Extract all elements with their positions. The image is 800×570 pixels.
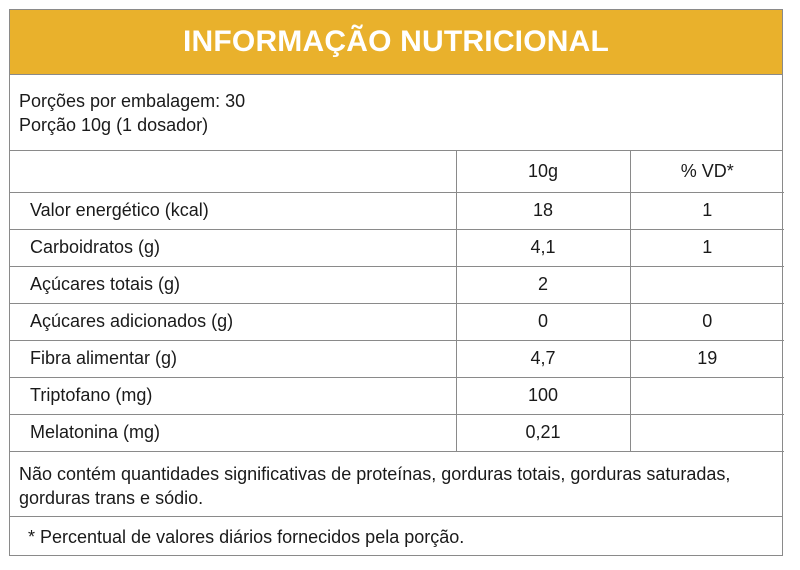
daily-value-footnote: * Percentual de valores diários fornecid… <box>28 526 465 547</box>
nutrient-name: Valor energético (kcal) <box>10 192 456 230</box>
nutrition-title: INFORMAÇÃO NUTRICIONAL <box>182 25 610 58</box>
nutrient-amount: 4,1 <box>455 229 630 267</box>
table-header-row: 10g % VD* <box>10 151 784 193</box>
nutrient-name: Melatonina (mg) <box>10 414 456 452</box>
table-row: Valor energético (kcal) 18 1 <box>10 192 784 230</box>
nutrient-name: Triptofano (mg) <box>10 377 456 415</box>
table-row: Açúcares totais (g) 2 <box>10 266 784 304</box>
nutrient-name: Fibra alimentar (g) <box>10 340 456 378</box>
column-header-daily-value: % VD* <box>629 151 784 193</box>
serving-info: Porções por embalagem: 30 Porção 10g (1 … <box>10 75 782 151</box>
nutrition-header: INFORMAÇÃO NUTRICIONAL <box>10 10 782 75</box>
servings-per-package: Porções por embalagem: 30 <box>19 91 246 111</box>
nutrition-table: 10g % VD* Valor energético (kcal) 18 1 C… <box>10 151 784 452</box>
nutrient-amount: 0,21 <box>455 414 630 452</box>
table-row: Carboidratos (g) 4,1 1 <box>10 229 784 267</box>
column-header-amount: 10g <box>455 151 630 193</box>
nutrition-facts-panel: INFORMAÇÃO NUTRICIONAL Porções por embal… <box>9 9 784 556</box>
nutrient-daily-value <box>629 414 784 452</box>
nutrient-daily-value: 19 <box>629 340 784 378</box>
nutrient-name: Açúcares totais (g) <box>10 266 456 304</box>
nutrient-amount: 2 <box>455 266 630 304</box>
nutrient-daily-value: 0 <box>629 303 784 341</box>
table-row: Fibra alimentar (g) 4,7 19 <box>10 340 784 378</box>
portion-size: Porção 10g (1 dosador) <box>19 115 209 135</box>
nutrient-amount: 100 <box>455 377 630 415</box>
column-header-nutrient <box>10 151 456 193</box>
nutrient-daily-value: 1 <box>629 229 784 267</box>
table-row: Melatonina (mg) 0,21 <box>10 414 784 452</box>
nutrient-name: Açúcares adicionados (g) <box>10 303 456 341</box>
nutrient-daily-value <box>629 266 784 304</box>
nutrient-amount: 4,7 <box>455 340 630 378</box>
nutrient-amount: 18 <box>455 192 630 230</box>
nutrient-amount: 0 <box>455 303 630 341</box>
nutrient-name: Carboidratos (g) <box>10 229 456 267</box>
nutrient-daily-value: 1 <box>629 192 784 230</box>
table-row: Açúcares adicionados (g) 0 0 <box>10 303 784 341</box>
nutrition-note: Não contém quantidades significativas de… <box>10 452 782 517</box>
nutrient-daily-value <box>629 377 784 415</box>
table-row: Triptofano (mg) 100 <box>10 377 784 415</box>
